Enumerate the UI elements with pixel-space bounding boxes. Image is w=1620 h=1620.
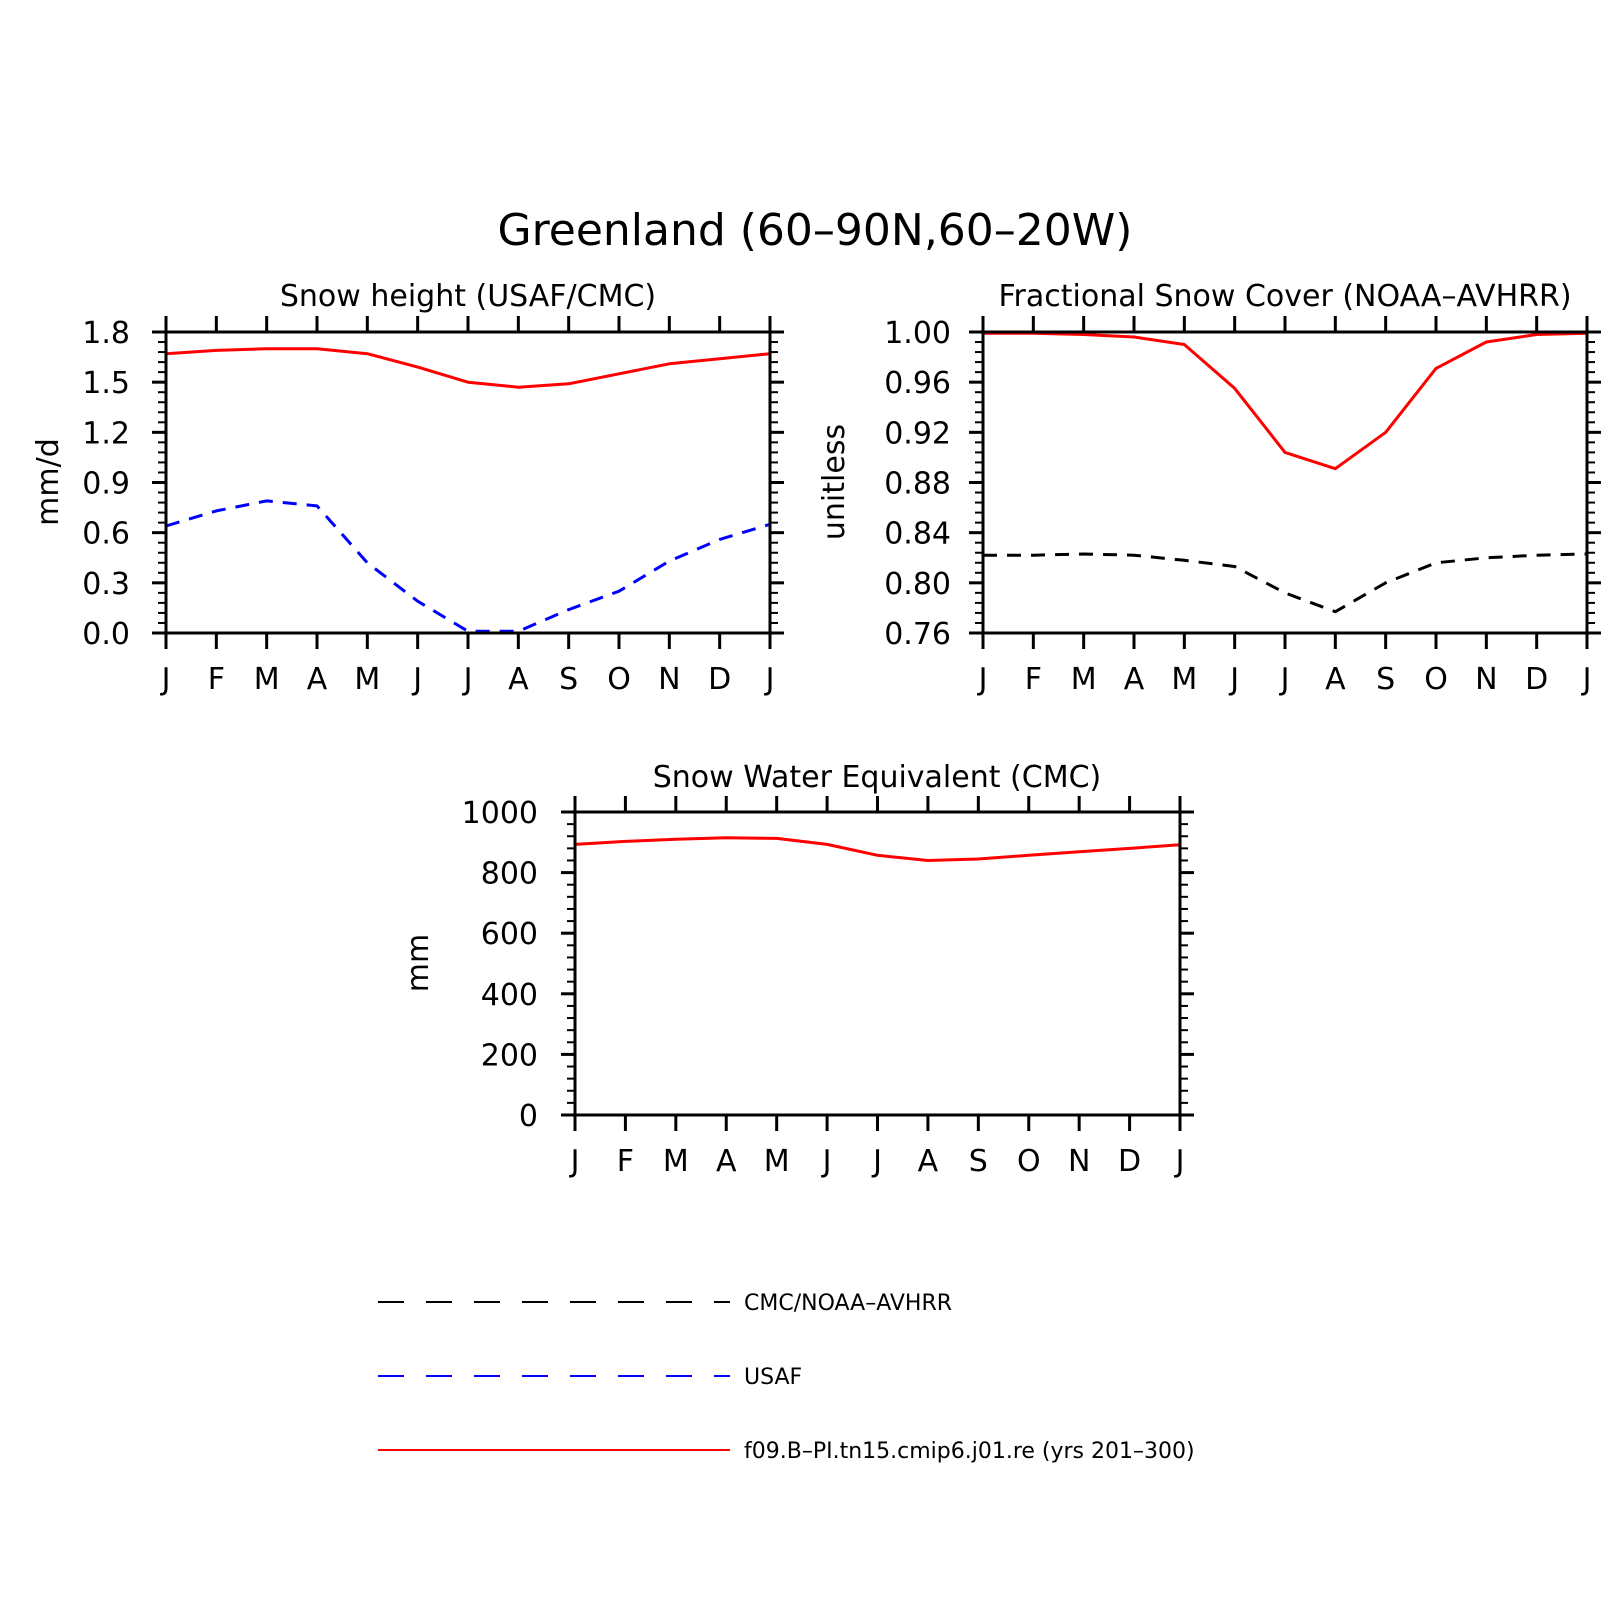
x-tick-label: M: [1071, 662, 1097, 697]
y-tick-label: 1000: [462, 796, 538, 831]
y-axis-label: unitless: [817, 424, 852, 540]
y-tick-label: 1.00: [884, 316, 951, 351]
x-tick-label: S: [969, 1144, 988, 1179]
y-tick-label: 200: [481, 1038, 538, 1073]
x-tick-label: J: [977, 662, 988, 697]
x-tick-label: M: [663, 1144, 689, 1179]
x-tick-label: F: [208, 662, 225, 697]
x-tick-label: M: [1171, 662, 1197, 697]
x-tick-label: O: [1017, 1144, 1041, 1179]
panel-title: Snow height (USAF/CMC): [280, 279, 656, 314]
x-tick-label: S: [1376, 662, 1395, 697]
legend-label-3: f09.B–PI.tn15.cmip6.j01.re (yrs 201–300): [744, 1439, 1195, 1464]
y-tick-label: 0.88: [884, 467, 951, 502]
x-tick-label: A: [508, 662, 529, 697]
series-line-1: [983, 552, 1588, 614]
x-tick-label: A: [716, 1144, 737, 1179]
series-line-3: [165, 347, 771, 389]
x-tick-label: N: [658, 662, 680, 697]
x-tick-label: M: [354, 662, 380, 697]
x-tick-label: J: [1228, 662, 1239, 697]
y-axis-label: mm/d: [31, 438, 66, 526]
plot-frame: [164, 330, 772, 635]
x-tick-label: J: [764, 662, 775, 697]
x-tick-label: J: [1174, 1144, 1185, 1179]
x-tick-label: M: [764, 1144, 790, 1179]
x-tick-label: N: [1475, 662, 1497, 697]
x-tick-label: J: [462, 662, 473, 697]
x-tick-label: F: [617, 1144, 634, 1179]
chart-panel-2: Fractional Snow Cover (NOAA–AVHRR) unitle…: [817, 279, 1601, 697]
y-tick-label: 1.5: [82, 366, 130, 401]
panel-title: Snow Water Equivalent (CMC): [653, 760, 1101, 795]
x-tick-label: A: [918, 1144, 939, 1179]
series-line-2: [165, 499, 771, 633]
x-tick-label: O: [607, 662, 631, 697]
x-tick-label: A: [1325, 662, 1346, 697]
y-tick-label: 1.2: [82, 416, 130, 451]
y-tick-label: 0.9: [82, 467, 130, 502]
x-tick-label: J: [160, 662, 171, 697]
y-tick-label: 0.6: [82, 517, 130, 552]
plot-frame: [573, 810, 1182, 1117]
y-tick-label: 1.8: [82, 316, 130, 351]
y-tick-label: 600: [481, 917, 538, 952]
x-tick-label: D: [708, 662, 731, 697]
y-tick-label: 0.76: [884, 617, 951, 652]
x-tick-label: F: [1025, 662, 1042, 697]
x-tick-label: J: [871, 1144, 882, 1179]
legend-label-2: USAF: [744, 1365, 802, 1390]
legend-label-1: CMC/NOAA–AVHRR: [744, 1291, 952, 1316]
plot-frame: [981, 330, 1589, 635]
chart-panels: Snow height (USAF/CMC)mm/dJ F M A M J J A S O N D J0…: [31, 279, 1601, 1179]
x-tick-label: N: [1068, 1144, 1090, 1179]
y-tick-label: 400: [481, 978, 538, 1013]
y-tick-label: 0.96: [884, 366, 951, 401]
x-tick-label: J: [1279, 662, 1290, 697]
x-tick-label: D: [1525, 662, 1548, 697]
y-tick-label: 800: [481, 857, 538, 892]
y-tick-label: 0: [519, 1099, 538, 1134]
series-line-2: [983, 331, 1588, 471]
x-tick-label: A: [307, 662, 328, 697]
series-line-2: [574, 836, 1181, 862]
y-tick-label: 0.80: [884, 567, 951, 602]
x-tick-label: O: [1424, 662, 1448, 697]
chart-panel-3: Snow Water Equivalent (CMC)mmJ F M A M J J A S O N…: [401, 760, 1194, 1179]
x-tick-label: J: [411, 662, 422, 697]
x-tick-label: A: [1124, 662, 1145, 697]
y-tick-label: 0.3: [82, 567, 130, 602]
x-tick-label: M: [254, 662, 280, 697]
y-axis-label: mm: [401, 934, 436, 992]
x-tick-label: J: [569, 1144, 580, 1179]
y-tick-label: 0.92: [884, 416, 951, 451]
y-tick-label: 0.84: [884, 517, 951, 552]
panel-title: Fractional Snow Cover (NOAA–AVHRR): [998, 279, 1571, 314]
legend: CMC/NOAA–AVHRR USAF f09.B–PI.tn15.cmip6.j0…: [378, 1291, 1195, 1464]
x-tick-label: D: [1118, 1144, 1141, 1179]
x-tick-label: J: [821, 1144, 832, 1179]
y-tick-label: 0.0: [82, 617, 130, 652]
x-tick-label: S: [559, 662, 578, 697]
x-tick-label: J: [1581, 662, 1592, 697]
chart-panel-1: Snow height (USAF/CMC)mm/dJ F M A M J J A S O N D J0…: [31, 279, 784, 697]
figure-title: Greenland (60–90N,60–20W): [498, 205, 1133, 256]
